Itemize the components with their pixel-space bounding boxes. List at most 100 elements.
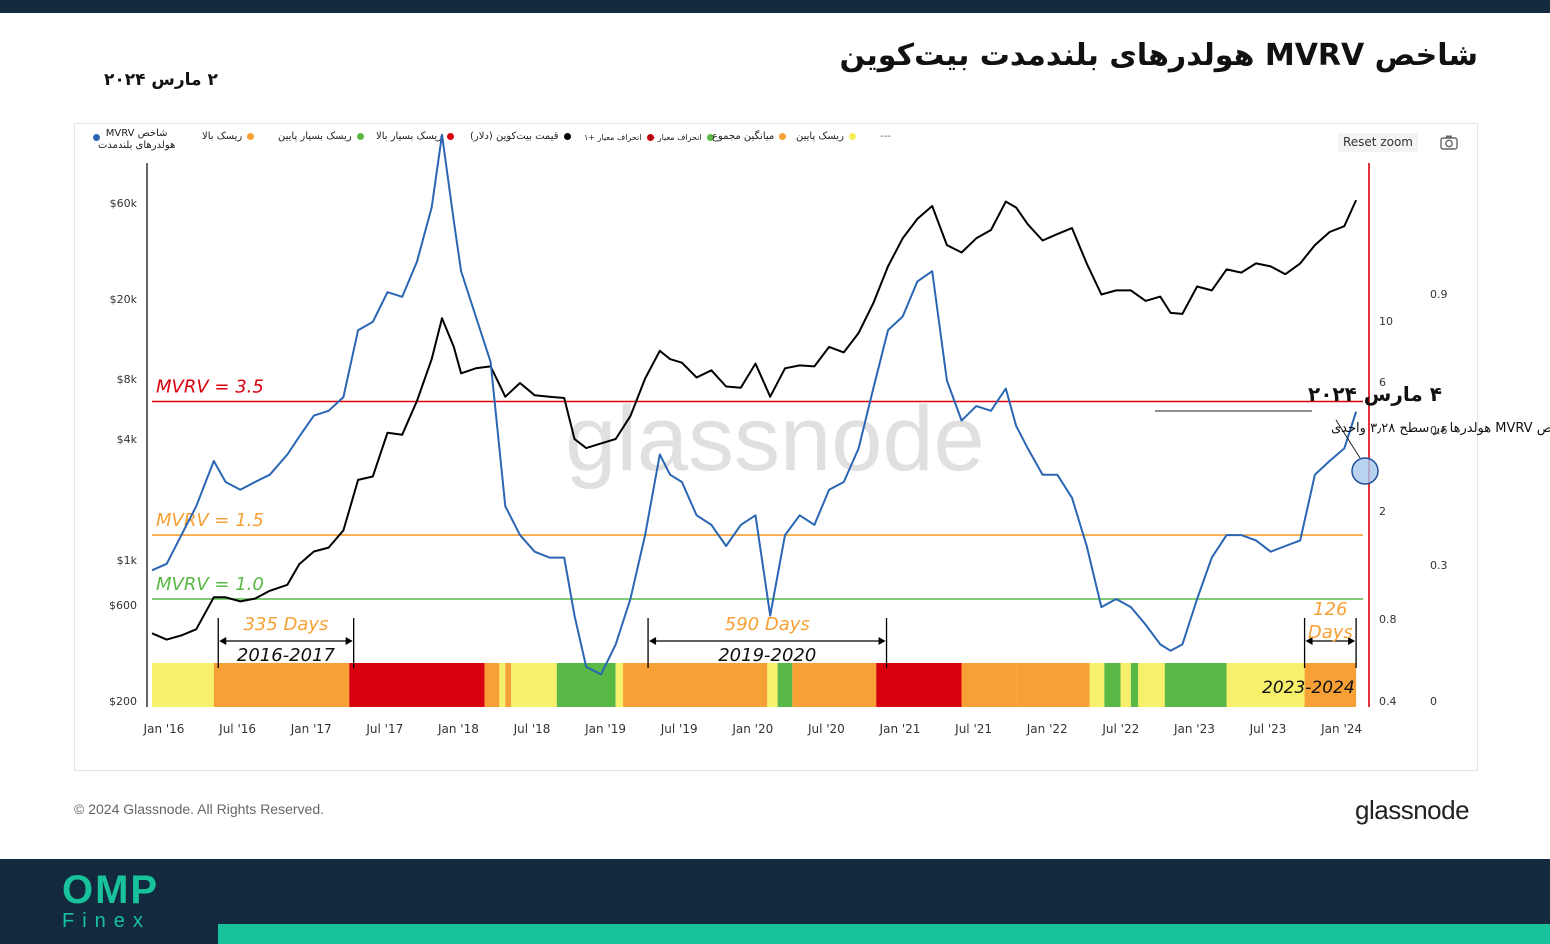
risk-band-high	[1304, 663, 1357, 707]
top-bar	[0, 0, 1550, 13]
y-right-tick-label: 0.8	[1379, 613, 1397, 626]
y-tick-label: $1k	[117, 554, 138, 567]
reset-zoom-button[interactable]: Reset zoom	[1338, 133, 1418, 152]
y-tick-label: $60k	[110, 197, 138, 210]
x-tick-label: Jan '23	[1173, 722, 1215, 736]
risk-band-low	[1138, 663, 1165, 707]
y-axis-right-2: 0.9 0.6 0.3 0	[1430, 288, 1448, 708]
x-tick-label: Jan '24	[1320, 722, 1362, 736]
y-tick-label: $200	[109, 695, 137, 708]
y-tick-label: $8k	[117, 373, 138, 386]
y-right2-tick-label: 0.3	[1430, 559, 1448, 572]
x-tick-label: Jan '22	[1026, 722, 1068, 736]
y-right2-tick-label: 0.6	[1430, 424, 1448, 437]
risk-band-low	[499, 663, 506, 707]
y-right2-tick-label: 0	[1430, 695, 1437, 708]
threshold-label: MVRV = 1.5	[156, 510, 264, 531]
legend-item-low-risk[interactable]: ریسک پایین	[796, 131, 856, 142]
legend-item-mean[interactable]: میانگین مجموع	[712, 131, 787, 142]
risk-band-very-low	[556, 663, 616, 707]
legend-label: شاخص MVRV	[105, 128, 168, 139]
omp-logo[interactable]: OMP	[62, 868, 160, 912]
x-tick-label: Jul '21	[954, 722, 992, 736]
x-tick-label: Jul '20	[807, 722, 845, 736]
current-value-marker	[1351, 457, 1379, 485]
period-arrow-right	[878, 637, 886, 645]
risk-band-very-high	[876, 663, 962, 707]
legend-label: انحراف معیار -۱	[648, 133, 702, 142]
brand-logo[interactable]: glassnode	[1355, 795, 1470, 825]
finex-logo[interactable]: Finex	[62, 910, 151, 932]
risk-bands	[152, 663, 1357, 707]
legend-dot	[356, 132, 364, 140]
page-date: ۲ مارس ۲۰۲۴	[104, 70, 218, 90]
legend-item-mvrv[interactable]: شاخص MVRV هولدرهای بلندمدت	[93, 128, 176, 152]
legend-item-plus-1sd[interactable]: انحراف معیار +۱	[584, 133, 654, 142]
price-line	[151, 199, 1358, 641]
period-label: 2023-2024	[1262, 678, 1355, 698]
x-axis: Jan '16 Jul '16 Jan '17 Jul '17 Jan '18 Jul '…	[143, 722, 1362, 736]
risk-band-low	[152, 663, 214, 707]
legend-label: ریسک بسیار بالا	[376, 131, 442, 142]
footer-accent	[218, 924, 1550, 944]
legend-dot	[848, 132, 856, 140]
x-tick-label: Jan '18	[437, 722, 479, 736]
period-label: 2019-2020	[718, 645, 816, 666]
period-arrow-right	[345, 637, 353, 645]
legend-label-line2: هولدرهای بلندمدت	[98, 140, 176, 151]
watermark: glassnode	[565, 388, 984, 490]
annotation: ۴ مارس ۲۰۲۴ شاخص MVRV هولدرها در سطح ۳٫۲…	[1155, 382, 1550, 485]
legend-dot	[247, 132, 255, 140]
x-tick-label: Jul '16	[218, 722, 256, 736]
risk-band-low	[767, 663, 778, 707]
legend-item-minus-1sd[interactable]: انحراف معیار -۱	[648, 133, 714, 142]
copyright-text: © 2024 Glassnode. All Rights Reserved.	[74, 801, 325, 817]
y-right-tick-label: 6	[1379, 376, 1386, 389]
y-right-tick-label: 0.4	[1379, 695, 1397, 708]
risk-band-very-low	[1104, 663, 1121, 707]
risk-band-low	[1226, 663, 1305, 707]
period-arrow-left	[649, 637, 657, 645]
legend-dot	[446, 132, 454, 140]
legend-label: میانگین مجموع	[712, 131, 775, 142]
threshold-label: MVRV = 3.5	[156, 377, 264, 398]
threshold-label: MVRV = 1.0	[156, 574, 264, 595]
legend-label: ریسک بسیار پایین	[278, 131, 352, 142]
legend-label: ریسک بالا	[202, 131, 243, 142]
risk-band-high	[213, 663, 350, 707]
legend-item-very-low-risk[interactable]: ریسک بسیار پایین	[278, 131, 364, 142]
legend-item-high-risk[interactable]: ریسک بالا	[202, 131, 255, 142]
annotation-pointer	[1335, 419, 1361, 459]
annotation-text: شاخص MVRV هولدرها در سطح ۳٫۲۸ واحدی	[1331, 421, 1550, 436]
risk-band-low	[1120, 663, 1131, 707]
risk-band-high	[961, 663, 1017, 707]
legend-dot	[93, 134, 100, 141]
series-lines	[151, 133, 1358, 676]
x-tick-label: Jan '16	[143, 722, 185, 736]
y-tick-label: $4k	[117, 433, 138, 446]
x-tick-label: Jul '18	[513, 722, 551, 736]
x-tick-label: Jan '19	[584, 722, 626, 736]
legend-item-more[interactable]: ---	[880, 131, 891, 142]
y-right-tick-label: 10	[1379, 315, 1393, 328]
risk-band-low	[511, 663, 557, 707]
risk-band-high	[792, 663, 877, 707]
legend-label: قیمت بیت‌کوین (دلار)	[470, 131, 559, 142]
period-arrow-right	[1348, 637, 1356, 645]
risk-band-low	[1089, 663, 1105, 707]
legend-item-price[interactable]: قیمت بیت‌کوین (دلار)	[470, 131, 571, 142]
legend-item-very-high-risk[interactable]: ریسک بسیار بالا	[376, 131, 454, 142]
y-axis-right-1: 10 6 2 0.8 0.4	[1379, 315, 1397, 708]
mvrv-line	[151, 133, 1358, 676]
camera-icon[interactable]	[1440, 134, 1458, 150]
period-days-label: 335 Days	[243, 614, 328, 635]
legend-dot	[563, 132, 571, 140]
y-tick-label: $600	[109, 599, 137, 612]
period-arrow-left	[219, 637, 227, 645]
risk-band-high	[1016, 663, 1090, 707]
legend-label: ریسک پایین	[796, 131, 844, 142]
risk-band-very-high	[349, 663, 485, 707]
period-markers: 335 Days 2016-2017 590 Days 2019-2020 126Day…	[217, 599, 1357, 698]
x-tick-label: Jan '17	[290, 722, 332, 736]
